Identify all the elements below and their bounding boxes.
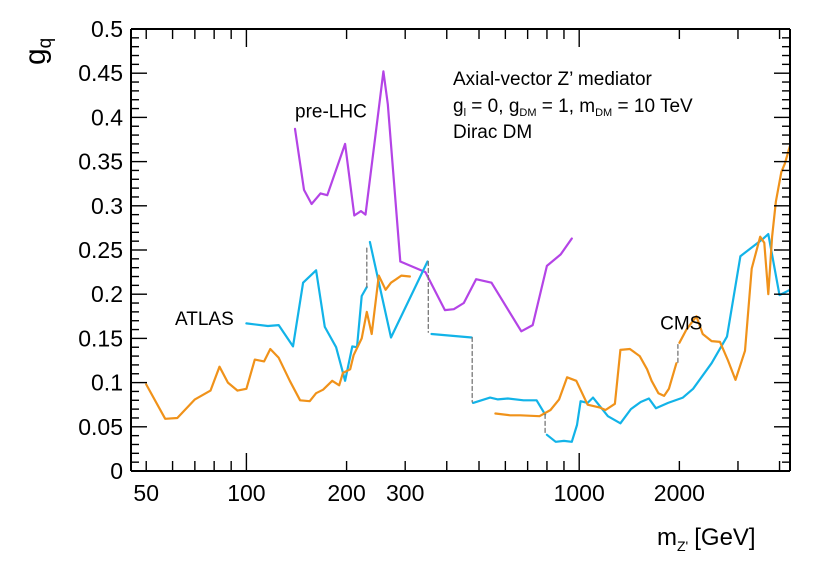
y-tick-label: 0.5 [91, 16, 123, 42]
y-tick-label: 0.25 [78, 237, 123, 263]
y-tick-label: 0.05 [78, 414, 123, 440]
y-tick-label: 0 [110, 458, 123, 484]
series-line-atlas-2 [430, 332, 473, 339]
annotation-line-2: gl = 0, gDM = 1, mDM = 10 TeV [453, 96, 693, 119]
x-axis-title: mZ' [GeV] [657, 524, 756, 554]
x-tick-label: 200 [327, 480, 365, 506]
annotation-mdm-eq: = 10 TeV [612, 96, 693, 117]
series-line-cms-0 [145, 274, 411, 420]
y-tick-label: 0.4 [91, 104, 123, 130]
annotation: Axial-vector Z’ mediator gl = 0, gDM = 1… [453, 69, 693, 143]
annotation-line-1: Axial-vector Z’ mediator [453, 69, 653, 90]
annotation-gl-eq: = 0, [466, 96, 509, 117]
series-line-cms-1 [494, 347, 678, 418]
annotation-gl-sub: l [464, 107, 466, 119]
y-tick-label: 0.15 [78, 325, 123, 351]
y-tick-label: 0.3 [91, 193, 123, 219]
y-axis-title-sub: q [35, 38, 56, 49]
plot-area [145, 70, 790, 443]
y-tick-label: 0.1 [91, 370, 123, 396]
y-tick-label: 0.2 [91, 281, 123, 307]
x-axis-title-unit: [GeV] [694, 524, 755, 551]
ticks: 0 0.05 0.1 0.15 0.2 0.25 0.3 0.35 0.4 0.45 0.5 50 10… [78, 16, 790, 506]
annotation-gdm-sub: DM [519, 107, 536, 119]
annotation-gl: g [453, 96, 464, 117]
x-tick-label: 2000 [654, 480, 705, 506]
series-line-atlas-1 [368, 240, 429, 339]
annotation-gdm: g [509, 96, 520, 117]
x-axis-title-main: m [657, 524, 677, 551]
y-tick-label: 0.45 [78, 60, 123, 86]
x-tick-label: 300 [386, 480, 424, 506]
series-line-atlas-4 [545, 233, 790, 443]
x-tick-label: 50 [133, 480, 159, 506]
y-axis-title: gq [19, 38, 56, 65]
annotation-gdm-eq: = 1, [537, 96, 580, 117]
x-axis-title-sub: Z' [677, 538, 688, 554]
annotation-mdm-sub: DM [595, 107, 612, 119]
series-label-pre-lhc: pre-LHC [295, 101, 367, 122]
annotation-mdm: m [579, 96, 595, 117]
y-axis-title-main: g [19, 48, 52, 65]
series-label-atlas: ATLAS [175, 309, 234, 330]
annotation-line-3: Dirac DM [453, 122, 532, 143]
series-label-cms: CMS [660, 314, 702, 335]
series-line-pre-lhc-0 [293, 70, 573, 333]
x-tick-label: 100 [227, 480, 265, 506]
series-line-cms-2 [678, 144, 790, 381]
y-tick-label: 0.35 [78, 149, 123, 175]
x-tick-label: 1000 [554, 480, 605, 506]
series-line-atlas-3 [472, 396, 547, 416]
